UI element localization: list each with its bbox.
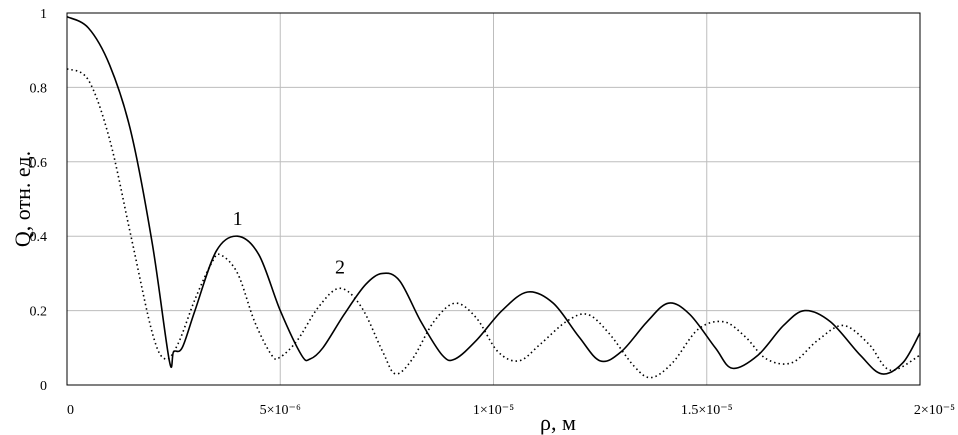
curves xyxy=(66,15,921,379)
x-tick-label: 5×10⁻⁶ xyxy=(260,403,301,418)
plot-frame xyxy=(66,12,921,386)
x-axis-label: ρ, м xyxy=(540,410,576,435)
y-tick-label: 0.8 xyxy=(30,81,48,96)
series-2-label: 2 xyxy=(335,256,345,278)
x-tick-label: 0 xyxy=(67,403,74,418)
y-tick-label: 0.6 xyxy=(30,156,48,171)
series-1-line xyxy=(66,15,921,375)
curve-labels: 12 xyxy=(233,208,345,278)
series-2-line xyxy=(66,68,921,379)
y-tick-label: 1 xyxy=(40,7,47,22)
tick-labels: 0 5×10⁻⁶ 1×10⁻⁵ 1.5×10⁻⁵ 2×10⁻⁵ 0 0.2 0.4 0.6 0.8… xyxy=(30,7,956,418)
y-tick-label: 0.2 xyxy=(30,305,48,320)
series-1-label: 1 xyxy=(233,208,243,230)
y-axis-label: Q, отн. ед. xyxy=(10,151,35,247)
x-tick-label: 2×10⁻⁵ xyxy=(914,403,955,418)
x-tick-label: 1.5×10⁻⁵ xyxy=(681,403,733,418)
x-tick-label: 1×10⁻⁵ xyxy=(473,403,514,418)
y-tick-label: 0.4 xyxy=(30,230,48,245)
y-tick-label: 0 xyxy=(40,379,47,394)
grid-lines xyxy=(67,13,920,385)
